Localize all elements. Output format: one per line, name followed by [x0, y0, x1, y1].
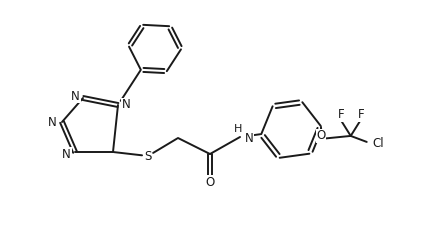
Text: S: S [144, 149, 152, 162]
Text: N: N [71, 90, 80, 103]
Text: N: N [62, 148, 71, 160]
Text: H: H [234, 124, 242, 134]
Text: N: N [122, 99, 131, 112]
Text: O: O [316, 129, 325, 142]
Text: F: F [337, 108, 344, 122]
Text: O: O [205, 176, 214, 189]
Text: N: N [48, 115, 57, 128]
Text: N: N [245, 131, 254, 144]
Text: F: F [357, 108, 364, 122]
Text: Cl: Cl [373, 137, 384, 151]
